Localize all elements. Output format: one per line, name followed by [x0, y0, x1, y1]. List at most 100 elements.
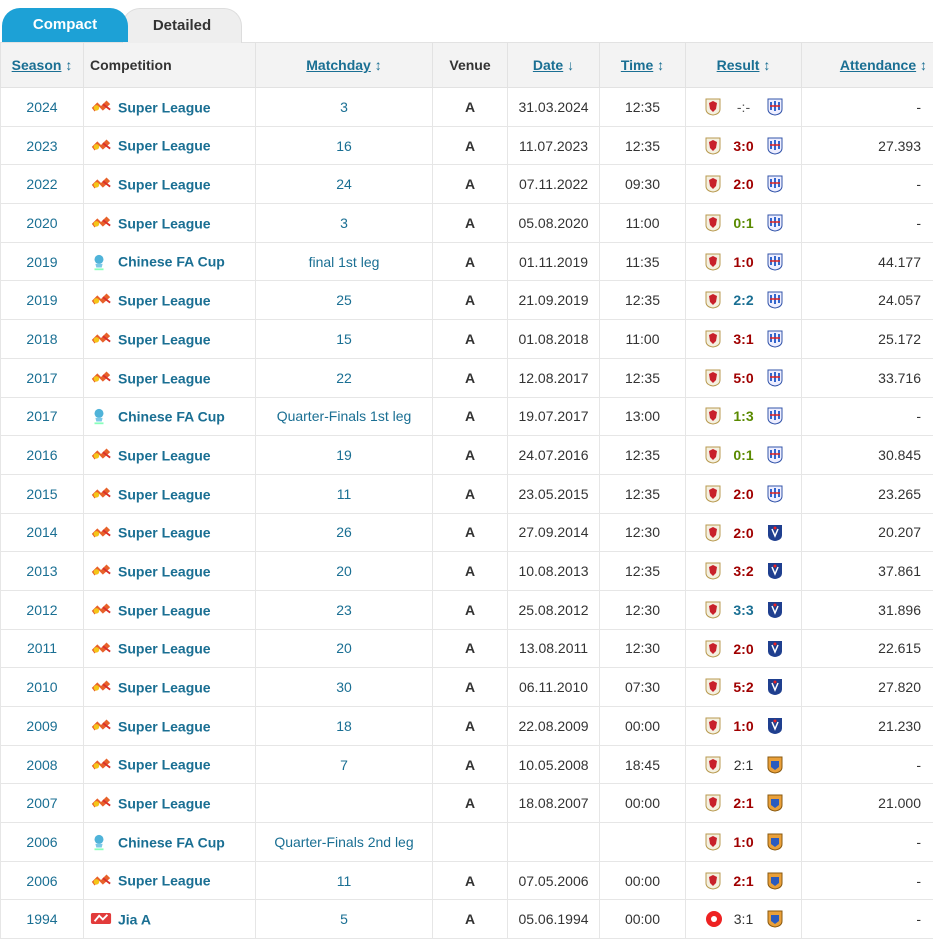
away-team-crest-icon[interactable]	[767, 137, 783, 155]
match-result-link[interactable]: 2:1	[721, 873, 767, 889]
fa-cup-logo-icon[interactable]	[90, 407, 112, 425]
col-matchday[interactable]: Matchday ↕	[256, 43, 433, 88]
season-link[interactable]: 2006	[26, 834, 57, 850]
home-team-crest-icon[interactable]	[705, 407, 721, 425]
season-link[interactable]: 2016	[26, 447, 57, 463]
super-league-logo-icon[interactable]	[90, 175, 112, 193]
col-season[interactable]: Season ↕	[1, 43, 84, 88]
match-result-link[interactable]: 5:2	[721, 679, 767, 695]
sort-date-link[interactable]: Date	[533, 57, 563, 73]
season-link[interactable]: 2011	[27, 640, 57, 656]
matchday-link[interactable]: 20	[336, 563, 352, 579]
competition-link[interactable]: Super League	[118, 215, 211, 231]
match-result-link[interactable]: 2:0	[721, 486, 767, 502]
match-result-link[interactable]: 2:2	[721, 292, 767, 308]
home-team-crest-icon[interactable]	[705, 794, 721, 812]
season-link[interactable]: 2006	[26, 873, 57, 889]
super-league-logo-icon[interactable]	[90, 291, 112, 309]
matchday-link[interactable]: 18	[336, 718, 352, 734]
competition-link[interactable]: Super League	[118, 292, 211, 308]
match-result-link[interactable]: -:-	[721, 99, 767, 115]
home-team-crest-icon[interactable]	[705, 833, 721, 851]
matchday-link[interactable]: 20	[336, 640, 352, 656]
competition-link[interactable]: Super League	[118, 176, 211, 192]
competition-link[interactable]: Super League	[118, 563, 211, 579]
super-league-logo-icon[interactable]	[90, 562, 112, 580]
away-team-crest-icon[interactable]	[767, 291, 783, 309]
home-team-crest-icon[interactable]	[705, 485, 721, 503]
matchday-link[interactable]: 11	[337, 873, 352, 889]
home-team-crest-icon[interactable]	[705, 291, 721, 309]
matchday-link[interactable]: 30	[336, 679, 352, 695]
competition-link[interactable]: Super League	[118, 331, 211, 347]
home-team-crest-icon[interactable]	[705, 910, 721, 928]
home-team-crest-icon[interactable]	[705, 214, 721, 232]
competition-link[interactable]: Super League	[118, 602, 211, 618]
super-league-logo-icon[interactable]	[90, 446, 112, 464]
matchday-link[interactable]: Quarter-Finals 2nd leg	[274, 834, 413, 850]
away-team-crest-icon[interactable]	[767, 407, 783, 425]
season-link[interactable]: 1994	[26, 911, 57, 927]
super-league-logo-icon[interactable]	[90, 717, 112, 735]
col-time[interactable]: Time ↕	[600, 43, 686, 88]
away-team-crest-icon[interactable]	[767, 717, 783, 735]
competition-link[interactable]: Chinese FA Cup	[118, 254, 225, 270]
competition-link[interactable]: Super League	[118, 873, 211, 889]
season-link[interactable]: 2015	[26, 486, 57, 502]
match-result-link[interactable]: 3:0	[721, 138, 767, 154]
super-league-logo-icon[interactable]	[90, 214, 112, 232]
matchday-link[interactable]: 25	[336, 292, 352, 308]
col-date[interactable]: Date ↓	[508, 43, 600, 88]
matchday-link[interactable]: 26	[336, 524, 352, 540]
competition-link[interactable]: Super League	[118, 641, 211, 657]
match-result-link[interactable]: 0:1	[721, 447, 767, 463]
home-team-crest-icon[interactable]	[705, 872, 721, 890]
super-league-logo-icon[interactable]	[90, 872, 112, 890]
matchday-link[interactable]: 24	[336, 176, 352, 192]
sort-matchday-link[interactable]: Matchday	[306, 57, 371, 73]
competition-link[interactable]: Super League	[118, 757, 211, 773]
away-team-crest-icon[interactable]	[767, 794, 783, 812]
away-team-crest-icon[interactable]	[767, 330, 783, 348]
season-link[interactable]: 2017	[26, 408, 57, 424]
competition-link[interactable]: Super League	[118, 138, 211, 154]
competition-link[interactable]: Jia A	[118, 911, 151, 927]
sort-season-link[interactable]: Season	[12, 57, 62, 73]
match-result-link[interactable]: 3:3	[721, 602, 767, 618]
season-link[interactable]: 2023	[26, 138, 57, 154]
competition-link[interactable]: Super League	[118, 447, 211, 463]
match-result-link[interactable]: 0:1	[721, 215, 767, 231]
super-league-logo-icon[interactable]	[90, 137, 112, 155]
competition-link[interactable]: Super League	[118, 718, 211, 734]
matchday-link[interactable]: 23	[336, 602, 352, 618]
away-team-crest-icon[interactable]	[767, 872, 783, 890]
match-result-link[interactable]: 5:0	[721, 370, 767, 386]
match-result-link[interactable]: 2:1	[721, 795, 767, 811]
home-team-crest-icon[interactable]	[705, 562, 721, 580]
competition-link[interactable]: Super League	[118, 525, 211, 541]
away-team-crest-icon[interactable]	[767, 524, 783, 542]
matchday-link[interactable]: 5	[340, 911, 348, 927]
super-league-logo-icon[interactable]	[90, 485, 112, 503]
competition-link[interactable]: Chinese FA Cup	[118, 834, 225, 850]
matchday-link[interactable]: 11	[337, 486, 352, 502]
super-league-logo-icon[interactable]	[90, 678, 112, 696]
away-team-crest-icon[interactable]	[767, 446, 783, 464]
sort-attendance-link[interactable]: Attendance	[840, 57, 916, 73]
match-result-link[interactable]: 1:0	[721, 834, 767, 850]
matchday-link[interactable]: 7	[340, 757, 348, 773]
competition-link[interactable]: Super League	[118, 679, 211, 695]
away-team-crest-icon[interactable]	[767, 175, 783, 193]
competition-link[interactable]: Super League	[118, 486, 211, 502]
match-result-link[interactable]: 2:0	[721, 525, 767, 541]
matchday-link[interactable]: 16	[336, 138, 352, 154]
match-result-link[interactable]: 2:1	[721, 757, 767, 773]
matchday-link[interactable]: 3	[340, 215, 348, 231]
fa-cup-logo-icon[interactable]	[90, 833, 112, 851]
sort-result-link[interactable]: Result	[717, 57, 760, 73]
home-team-crest-icon[interactable]	[705, 524, 721, 542]
season-link[interactable]: 2014	[26, 524, 57, 540]
home-team-crest-icon[interactable]	[705, 137, 721, 155]
home-team-crest-icon[interactable]	[705, 446, 721, 464]
col-result[interactable]: Result ↕	[686, 43, 802, 88]
